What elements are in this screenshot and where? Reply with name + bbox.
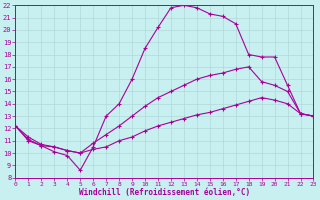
X-axis label: Windchill (Refroidissement éolien,°C): Windchill (Refroidissement éolien,°C)	[79, 188, 250, 197]
